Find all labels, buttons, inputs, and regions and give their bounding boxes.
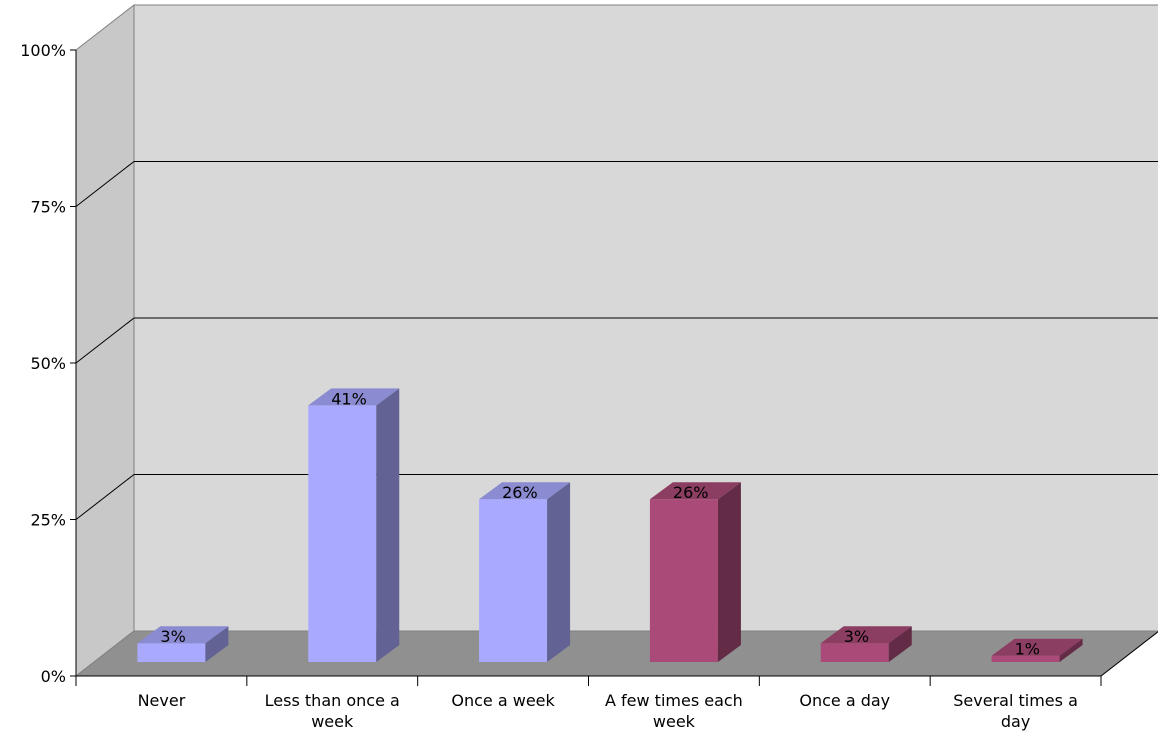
bar-side (717, 482, 741, 662)
bar-side (1059, 638, 1083, 662)
bar-side (376, 388, 400, 662)
labels: 0% 25% 50% 75% 100% 3% Never 41% Less than once … (20, 41, 1078, 731)
y-tick-label: 75% (30, 198, 66, 217)
axes (70, 49, 1158, 686)
bar-side (547, 482, 571, 662)
gridlines (75, 161, 1158, 520)
bar-top (479, 482, 571, 500)
chart-walls (74, 3, 1158, 678)
category-label: week (653, 712, 696, 731)
bar-side (205, 626, 229, 662)
gridline-side (75, 317, 135, 364)
category-label: Less than once a (265, 691, 400, 710)
bar-side (888, 626, 912, 662)
bars (137, 388, 1083, 662)
gridline-side (75, 161, 135, 207)
category-label: Once a day (799, 691, 890, 710)
category-label: week (311, 712, 354, 731)
bar-top (820, 626, 912, 644)
bar-front (308, 405, 377, 662)
bar (820, 626, 912, 662)
category-label: Never (138, 691, 186, 710)
gridline-side (75, 474, 135, 520)
data-label: 3% (160, 627, 185, 646)
category-label: Once a week (451, 691, 555, 710)
bar (649, 482, 741, 662)
bar-front (479, 499, 548, 662)
bar (991, 638, 1083, 662)
category-label: day (1001, 712, 1030, 731)
bar-top (137, 626, 229, 644)
data-label: 41% (331, 389, 367, 408)
floor-edge (1100, 631, 1158, 677)
bar-front (991, 655, 1060, 662)
bar (308, 388, 400, 662)
bar-front (137, 643, 206, 662)
bar (137, 626, 229, 662)
category-label: A few times each (605, 691, 743, 710)
data-label: 3% (844, 627, 869, 646)
y-tick-label: 25% (30, 511, 66, 530)
bar-top (308, 388, 400, 406)
bar-front (649, 499, 718, 662)
y-tick-label: 0% (41, 667, 66, 686)
category-label: Several times a (953, 691, 1078, 710)
data-label: 26% (502, 483, 538, 502)
y-tick-label: 50% (30, 354, 66, 373)
y-tick-label: 100% (20, 41, 66, 60)
bar-top (991, 638, 1083, 656)
bar (479, 482, 571, 662)
data-label: 1% (1015, 640, 1040, 659)
bar-front (820, 643, 889, 662)
bar-top (649, 482, 741, 500)
data-label: 26% (673, 483, 709, 502)
